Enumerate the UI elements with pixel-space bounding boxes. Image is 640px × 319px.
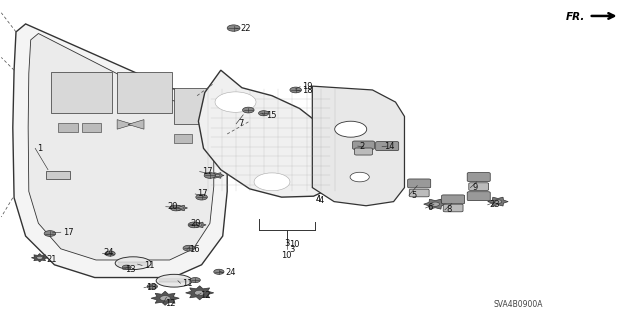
Polygon shape — [424, 199, 447, 209]
Polygon shape — [46, 171, 70, 179]
Circle shape — [494, 200, 502, 204]
Polygon shape — [82, 123, 101, 132]
Text: 14: 14 — [384, 142, 394, 151]
Text: 9: 9 — [472, 183, 477, 192]
Text: SVA4B0900A: SVA4B0900A — [493, 300, 543, 309]
Circle shape — [36, 256, 43, 259]
Polygon shape — [117, 120, 133, 129]
Ellipse shape — [115, 257, 151, 270]
Polygon shape — [151, 291, 179, 305]
Text: 4: 4 — [319, 196, 324, 205]
FancyBboxPatch shape — [353, 141, 374, 149]
Circle shape — [188, 222, 200, 228]
Text: 13: 13 — [146, 283, 157, 292]
Circle shape — [147, 284, 157, 289]
Circle shape — [160, 296, 170, 301]
FancyBboxPatch shape — [468, 183, 489, 190]
Text: 3: 3 — [284, 239, 289, 248]
Circle shape — [197, 224, 202, 226]
Polygon shape — [128, 120, 144, 129]
Circle shape — [179, 207, 184, 209]
Circle shape — [183, 245, 195, 251]
Polygon shape — [488, 197, 508, 206]
Text: 21: 21 — [46, 255, 56, 263]
Circle shape — [215, 174, 220, 177]
Text: 23: 23 — [490, 200, 500, 209]
Text: 24: 24 — [104, 248, 114, 257]
Text: 1: 1 — [37, 144, 42, 153]
Text: 15: 15 — [266, 111, 276, 120]
Circle shape — [215, 92, 256, 112]
Circle shape — [350, 172, 369, 182]
Text: 16: 16 — [189, 245, 200, 254]
Text: 22: 22 — [240, 24, 250, 33]
Text: 20: 20 — [191, 219, 201, 228]
Text: 4: 4 — [316, 195, 321, 204]
Text: 12: 12 — [200, 291, 210, 300]
FancyBboxPatch shape — [355, 148, 372, 155]
Polygon shape — [13, 24, 227, 278]
Text: FR.: FR. — [566, 11, 586, 22]
Text: 2: 2 — [360, 142, 365, 151]
Polygon shape — [174, 88, 206, 124]
Circle shape — [227, 25, 240, 31]
Circle shape — [170, 205, 182, 211]
Polygon shape — [211, 173, 224, 178]
FancyBboxPatch shape — [376, 142, 399, 151]
Text: 19: 19 — [302, 82, 312, 91]
Circle shape — [431, 202, 440, 206]
Circle shape — [214, 269, 224, 274]
Text: 11: 11 — [144, 261, 154, 270]
Circle shape — [105, 251, 115, 256]
Polygon shape — [186, 286, 214, 300]
Polygon shape — [117, 72, 172, 113]
FancyBboxPatch shape — [410, 189, 429, 197]
Circle shape — [335, 121, 367, 137]
Polygon shape — [51, 72, 112, 113]
Text: 17: 17 — [197, 189, 208, 198]
Polygon shape — [28, 33, 214, 260]
Text: 7: 7 — [238, 119, 243, 128]
Circle shape — [196, 194, 207, 200]
Circle shape — [190, 278, 200, 283]
Text: 13: 13 — [125, 265, 136, 274]
Polygon shape — [31, 254, 48, 262]
Text: 10: 10 — [282, 251, 292, 260]
Circle shape — [122, 265, 131, 270]
Polygon shape — [175, 205, 188, 211]
Text: 6: 6 — [428, 204, 433, 212]
FancyBboxPatch shape — [442, 195, 465, 204]
Circle shape — [254, 173, 290, 191]
FancyBboxPatch shape — [467, 173, 490, 182]
Circle shape — [44, 231, 56, 236]
FancyBboxPatch shape — [443, 204, 463, 212]
Text: 24: 24 — [225, 268, 236, 277]
Polygon shape — [174, 134, 192, 143]
Circle shape — [243, 107, 254, 113]
Text: 20: 20 — [168, 202, 178, 211]
Text: 5: 5 — [411, 191, 416, 200]
Text: 3: 3 — [289, 245, 294, 254]
Polygon shape — [193, 222, 206, 228]
Polygon shape — [312, 86, 404, 206]
Polygon shape — [58, 123, 78, 132]
Text: 17: 17 — [63, 228, 74, 237]
Text: 18: 18 — [302, 86, 313, 95]
FancyBboxPatch shape — [467, 192, 490, 201]
Circle shape — [195, 290, 205, 295]
Text: 10: 10 — [289, 241, 300, 249]
Circle shape — [259, 111, 269, 116]
FancyBboxPatch shape — [408, 179, 431, 188]
Text: 8: 8 — [447, 205, 452, 214]
Circle shape — [290, 87, 301, 93]
Ellipse shape — [156, 274, 192, 287]
Polygon shape — [198, 70, 338, 197]
Text: 12: 12 — [165, 299, 175, 308]
Text: 11: 11 — [182, 279, 193, 288]
Circle shape — [204, 173, 216, 178]
Text: 17: 17 — [202, 167, 212, 176]
